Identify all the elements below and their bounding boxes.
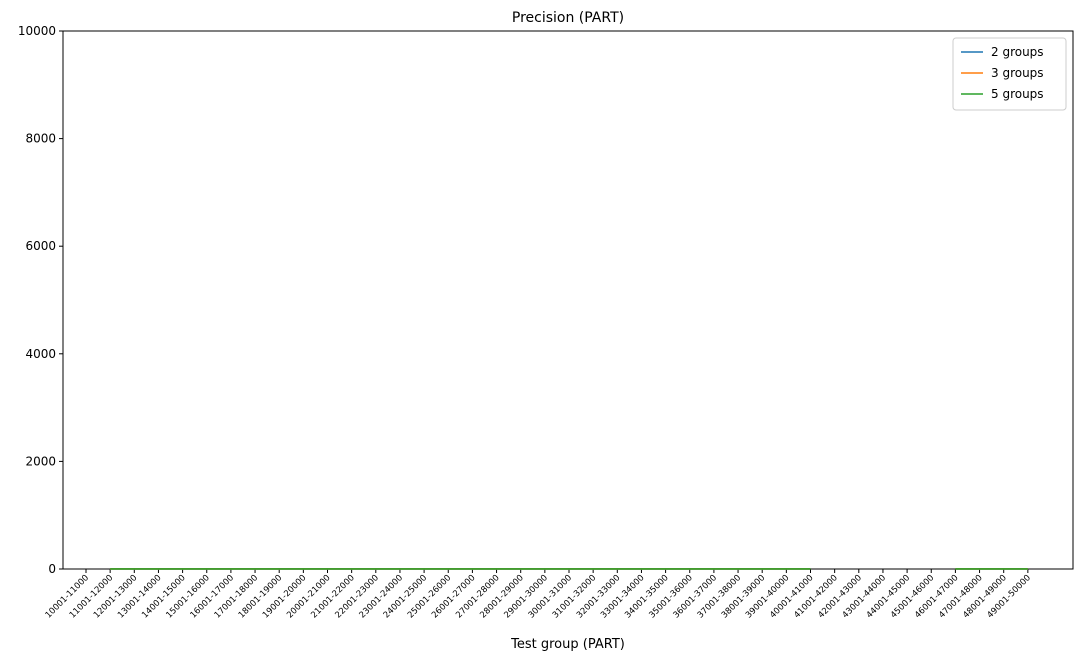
legend: 2 groups 3 groups 5 groups [952,37,1067,111]
legend-label: 5 groups [991,87,1044,101]
x-tick-label: 49001-50000 [985,573,1032,620]
y-axis-ticks: 0 2000 4000 6000 8000 10000 [18,24,63,576]
x-axis-ticks: 10001-1100011001-1200012001-1300013001-1… [44,569,1033,621]
y-tick-label: 2000 [25,454,56,468]
x-axis-label: Test group (PART) [510,637,625,652]
chart-title: Precision (PART) [512,10,624,26]
axes [62,30,1074,570]
y-tick-label: 8000 [25,132,56,146]
y-tick-label: 10000 [18,24,56,38]
y-tick-label: 6000 [25,239,56,253]
plot-frame [62,30,1074,570]
legend-label: 2 groups [991,45,1044,59]
y-tick-label: 4000 [25,347,56,361]
y-tick-label: 0 [48,562,56,576]
legend-label: 3 groups [991,66,1044,80]
legend-box [952,37,1067,111]
